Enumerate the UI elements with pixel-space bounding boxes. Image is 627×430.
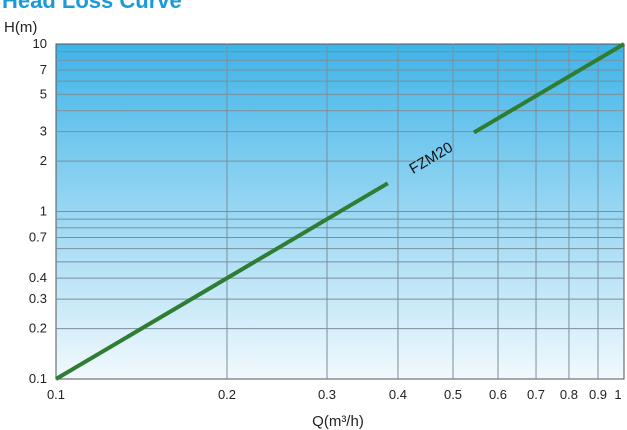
y-tick-label: 0.7	[29, 229, 47, 244]
y-tick-label: 0.4	[29, 270, 47, 285]
x-axis-title: Q(m³/h)	[312, 413, 364, 430]
y-tick-labels: 0.1 0.2 0.3 0.4 0.7 1 2 3 5 7 10	[29, 36, 47, 386]
y-tick-label: 0.2	[29, 321, 47, 336]
grid	[56, 44, 624, 379]
x-tick-label: 0.9	[589, 387, 607, 402]
x-tick-labels: 0.1 0.2 0.3 0.4 0.5 0.6 0.7 0.8 0.9 1	[47, 387, 622, 402]
x-tick-label: 0.4	[389, 387, 407, 402]
y-tick-label: 0.3	[29, 291, 47, 306]
y-tick-label: 0.1	[29, 371, 47, 386]
x-tick-label: 0.8	[560, 387, 578, 402]
x-tick-label: 0.6	[489, 387, 507, 402]
y-tick-label: 2	[40, 153, 47, 168]
y-axis-title: H(m)	[4, 19, 37, 36]
x-tick-label: 0.3	[318, 387, 336, 402]
x-tick-label: 0.2	[218, 387, 236, 402]
y-tick-label: 10	[33, 36, 47, 51]
x-tick-label: 0.1	[47, 387, 65, 402]
chart-title: Head Loss Curve	[2, 0, 182, 13]
y-tick-label: 3	[40, 124, 47, 139]
y-tick-label: 5	[40, 86, 47, 101]
x-tick-label: 0.7	[527, 387, 545, 402]
series-line	[54, 181, 389, 381]
x-tick-label: 0.5	[444, 387, 462, 402]
x-tick-label: 1	[614, 387, 621, 402]
y-tick-label: 7	[40, 62, 47, 77]
series-line	[472, 42, 626, 135]
y-tick-label: 1	[40, 204, 47, 219]
